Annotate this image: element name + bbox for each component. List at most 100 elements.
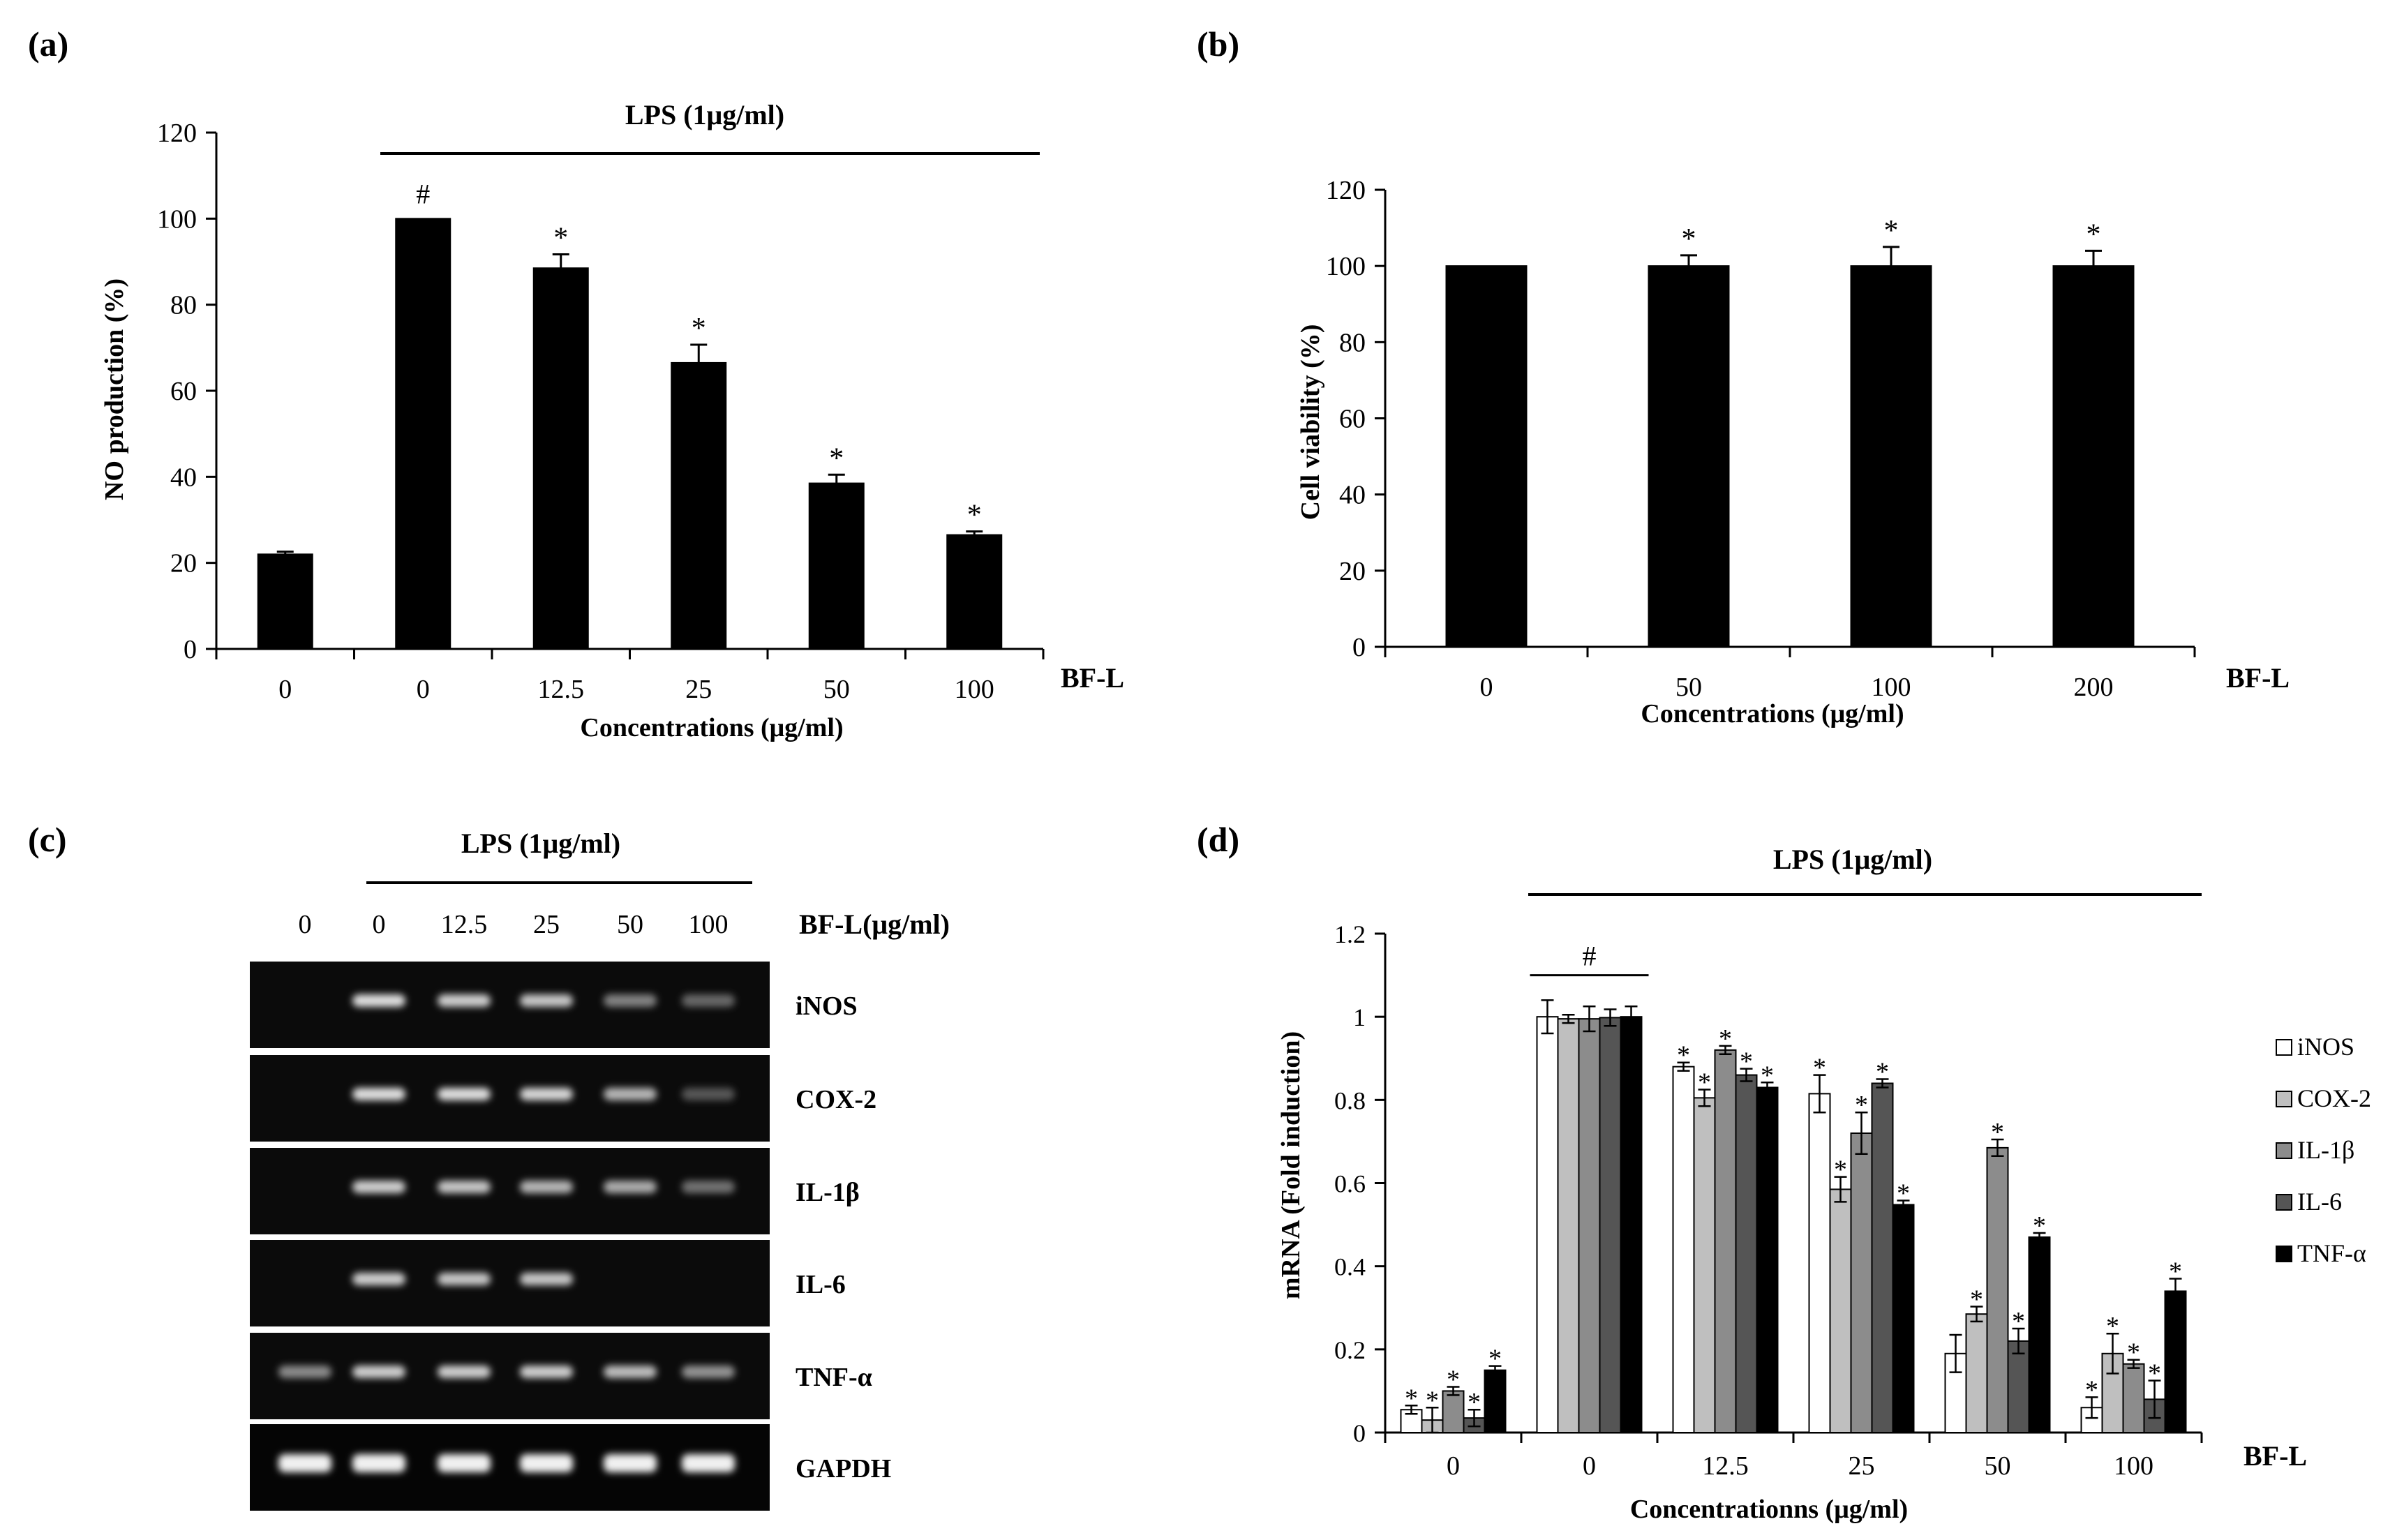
y-tick-label: 0.2 bbox=[1334, 1336, 1366, 1364]
gel-blot: LPS (1μg/ml) BF-L(μg/ml) 0 0 12.5 25 50 100 iN… bbox=[250, 828, 950, 1511]
y-axis-label: NO production (%) bbox=[100, 278, 129, 500]
gel-band bbox=[438, 1366, 491, 1378]
x-tick-label: 50 bbox=[1675, 673, 1702, 702]
bar bbox=[1808, 1093, 1831, 1434]
significance-mark: * bbox=[1698, 1068, 1711, 1097]
x-tick-label: 100 bbox=[1872, 673, 1911, 702]
bar bbox=[1578, 1018, 1601, 1434]
y-tick-label: 60 bbox=[1339, 405, 1366, 434]
gel-band bbox=[520, 994, 573, 1007]
gel-band bbox=[682, 1088, 735, 1100]
gel-band bbox=[604, 994, 657, 1007]
x-tick-label: 0 bbox=[417, 675, 430, 704]
bar bbox=[946, 534, 1003, 650]
bar bbox=[1620, 1016, 1643, 1433]
hash-mark: # bbox=[1583, 941, 1597, 972]
bar bbox=[2028, 1236, 2051, 1434]
legend-swatch bbox=[2276, 1194, 2292, 1211]
gel-row bbox=[250, 1148, 770, 1234]
significance-mark: * bbox=[1813, 1054, 1826, 1083]
y-axis-label: Cell viability (%) bbox=[1296, 324, 1325, 521]
y-tick-label: 40 bbox=[1339, 481, 1366, 510]
gel-row bbox=[250, 1055, 770, 1142]
y-tick-label: 0 bbox=[1353, 1419, 1366, 1447]
gel-row-label: IL-6 bbox=[796, 1270, 846, 1299]
x-tick-label: 100 bbox=[955, 675, 994, 704]
legend-label: TNF-α bbox=[2297, 1239, 2366, 1267]
y-tick-label: 0.4 bbox=[1334, 1253, 1366, 1281]
x-tick-label: 0 bbox=[1583, 1451, 1596, 1481]
bar bbox=[1714, 1049, 1737, 1434]
bar bbox=[1829, 1188, 1852, 1433]
y-tick-label: 0.6 bbox=[1334, 1170, 1366, 1198]
significance-mark: * bbox=[1740, 1047, 1753, 1077]
legend-swatch bbox=[2276, 1039, 2292, 1056]
gel-row-label: COX-2 bbox=[796, 1085, 876, 1114]
bar bbox=[1693, 1097, 1716, 1433]
significance-mark: * bbox=[2169, 1257, 2182, 1287]
treatment-label: LPS (1μg/ml) bbox=[625, 99, 784, 130]
bar bbox=[1445, 265, 1528, 648]
gel-row-label: TNF-α bbox=[796, 1363, 872, 1392]
significance-mark: * bbox=[1834, 1156, 1847, 1185]
y-tick-label: 20 bbox=[1339, 557, 1366, 586]
x-axis-label: Concentrations (μg/ml) bbox=[1641, 699, 1904, 728]
significance-mark: * bbox=[1682, 223, 1696, 255]
significance-mark: * bbox=[1897, 1179, 1910, 1209]
significance-mark: * bbox=[1426, 1386, 1439, 1415]
gel-band bbox=[520, 1366, 573, 1378]
x-axis-label: Concentrations (μg/ml) bbox=[580, 713, 843, 742]
significance-mark: * bbox=[2085, 1375, 2098, 1405]
bar bbox=[1599, 1017, 1622, 1433]
y-tick-label: 1 bbox=[1353, 1003, 1366, 1031]
legend-swatch bbox=[2276, 1091, 2292, 1107]
y-axis-label: mRNA (Fold induction) bbox=[1276, 1031, 1306, 1299]
gel-band bbox=[438, 1088, 491, 1100]
gel-lane-label: 100 bbox=[689, 910, 729, 939]
gel-band bbox=[520, 1273, 573, 1285]
bar bbox=[1442, 1390, 1465, 1433]
significance-mark: * bbox=[1991, 1118, 2004, 1147]
gel-band bbox=[682, 1366, 735, 1378]
gel-band bbox=[520, 1088, 573, 1100]
significance-mark: * bbox=[1488, 1345, 1502, 1374]
gel-band bbox=[604, 1454, 657, 1472]
significance-mark: * bbox=[1970, 1285, 1983, 1314]
x-tick-label: 200 bbox=[2074, 673, 2114, 702]
legend-swatch bbox=[2276, 1142, 2292, 1159]
significance-mark: * bbox=[2148, 1359, 2161, 1389]
significance-mark: * bbox=[1855, 1091, 1868, 1120]
x-tick-label: 0 bbox=[278, 675, 292, 704]
x-tick-label: 12.5 bbox=[538, 675, 585, 704]
bar bbox=[532, 267, 589, 650]
y-tick-label: 120 bbox=[157, 119, 197, 148]
y-tick-label: 60 bbox=[170, 377, 197, 406]
x-axis-label: Concentrationns (μg/ml) bbox=[1630, 1495, 1908, 1524]
x-tick-label: 50 bbox=[1985, 1451, 2011, 1481]
gel-lane-label: 50 bbox=[617, 910, 643, 939]
bar bbox=[1484, 1369, 1507, 1433]
bar bbox=[1557, 1018, 1580, 1434]
legend-swatch bbox=[2276, 1246, 2292, 1262]
significance-mark: * bbox=[1876, 1058, 1889, 1087]
significance-mark: * bbox=[2127, 1338, 2140, 1368]
gel-band bbox=[604, 1181, 657, 1193]
y-tick-label: 1.2 bbox=[1334, 920, 1366, 948]
bar bbox=[257, 553, 313, 650]
x-tick-label: 25 bbox=[685, 675, 712, 704]
y-tick-label: 100 bbox=[157, 204, 197, 234]
hash-mark: # bbox=[416, 178, 430, 209]
panel-label-c: (c) bbox=[28, 820, 67, 859]
bar bbox=[1871, 1082, 1894, 1433]
chart-cell-viability: Concentrations (μg/ml) BF-L Cell viabili… bbox=[1296, 176, 2290, 728]
y-tick-label: 80 bbox=[170, 291, 197, 320]
y-tick-label: 80 bbox=[1339, 328, 1366, 357]
significance-mark: * bbox=[1405, 1384, 1418, 1413]
treatment-label: LPS (1μg/ml) bbox=[1773, 844, 1932, 875]
gel-band bbox=[352, 1273, 405, 1285]
significance-mark: * bbox=[2033, 1211, 2046, 1241]
x-tick-label: 0 bbox=[1447, 1451, 1460, 1481]
gel-lane-label: 12.5 bbox=[441, 910, 488, 939]
gel-row-label: IL-1β bbox=[796, 1178, 860, 1207]
